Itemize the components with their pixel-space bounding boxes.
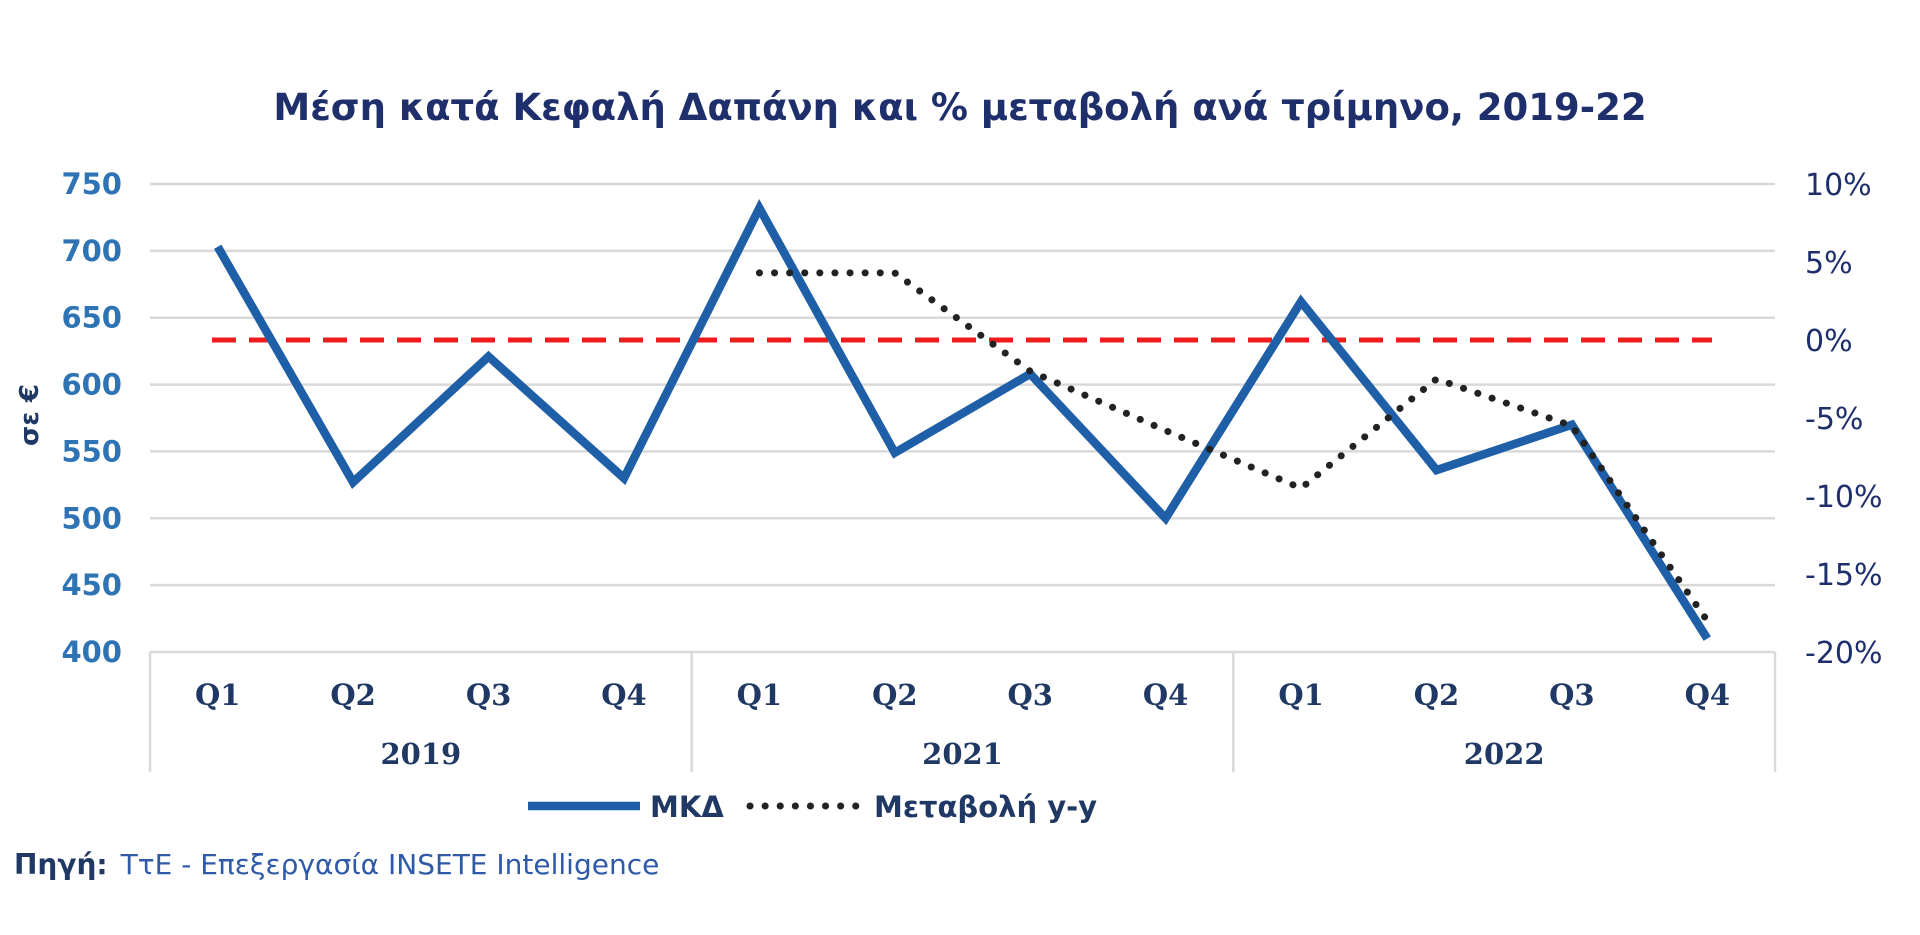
data-point-1 [758,271,761,274]
data-point-0 [1300,300,1303,303]
x-group-label: 2019 [380,737,461,771]
y2-tick-label: -10% [1805,480,1883,515]
y-tick-label: 450 [61,568,122,602]
x-tick-label: Q4 [1143,678,1188,712]
y2-tick-label: -5% [1805,402,1863,437]
data-point-1 [893,271,896,274]
legend-label-change: Μεταβολή y-y [874,790,1097,824]
y-tick-label: 750 [61,167,122,201]
data-point-1 [1570,424,1573,427]
y-tick-label: 500 [61,501,122,535]
series-line-1 [755,269,1711,625]
source-text: ΤτΕ - Επεξεργασία INSETE Intelligence [120,848,660,881]
x-tick-label: Q2 [1414,678,1459,712]
x-tick-label: Q4 [1685,678,1730,712]
legend-label-mkd: ΜΚΔ [650,790,724,824]
x-tick-label: Q3 [466,678,511,712]
x-tick-label: Q1 [737,678,782,712]
data-point-1 [1435,378,1438,381]
y-tick-label: 550 [61,434,122,468]
chart-title: Μέση κατά Κεφαλή Δαπάνη και % μεταβολή α… [273,86,1646,129]
data-point-0 [1706,637,1709,640]
y2-tick-label: 0% [1805,324,1853,359]
data-point-0 [758,207,761,210]
series-line-0 [214,198,1711,641]
y-tick-label: 600 [61,368,122,402]
x-tick-label: Q3 [1549,678,1594,712]
data-point-1 [1164,429,1167,432]
x-tick-label: Q2 [872,678,917,712]
x-tick-label: Q3 [1007,678,1052,712]
data-point-0 [352,481,355,484]
y-tick-label: 700 [61,234,122,268]
y-axis-label: σε € [15,384,45,446]
data-point-0 [893,451,896,454]
data-point-0 [1164,517,1167,520]
x-tick-label: Q1 [195,678,240,712]
x-group-label: 2021 [922,737,1003,771]
y2-tick-label: -20% [1805,636,1883,671]
source-lead: Πηγή: [14,848,108,881]
data-point-1 [1706,619,1709,622]
x-tick-label: Q1 [1278,678,1323,712]
y-tick-label: 400 [61,635,122,669]
x-tick-label: Q2 [330,678,375,712]
source-note: Πηγή: ΤτΕ - Επεξεργασία INSETE Intellige… [14,848,659,881]
data-point-0 [1435,469,1438,472]
x-tick-label: Q4 [601,678,646,712]
data-point-0 [216,245,219,248]
y-tick-label: 650 [61,301,122,335]
data-point-1 [1300,487,1303,490]
legend: ΜΚΔ Μεταβολή y-y [528,790,1097,824]
data-point-0 [487,355,490,358]
x-group-label: 2022 [1464,737,1545,771]
data-point-1 [1029,370,1032,373]
y2-tick-label: 10% [1805,168,1872,203]
y2-tick-label: -15% [1805,558,1883,593]
data-point-0 [622,477,625,480]
y2-tick-label: 5% [1805,246,1853,281]
